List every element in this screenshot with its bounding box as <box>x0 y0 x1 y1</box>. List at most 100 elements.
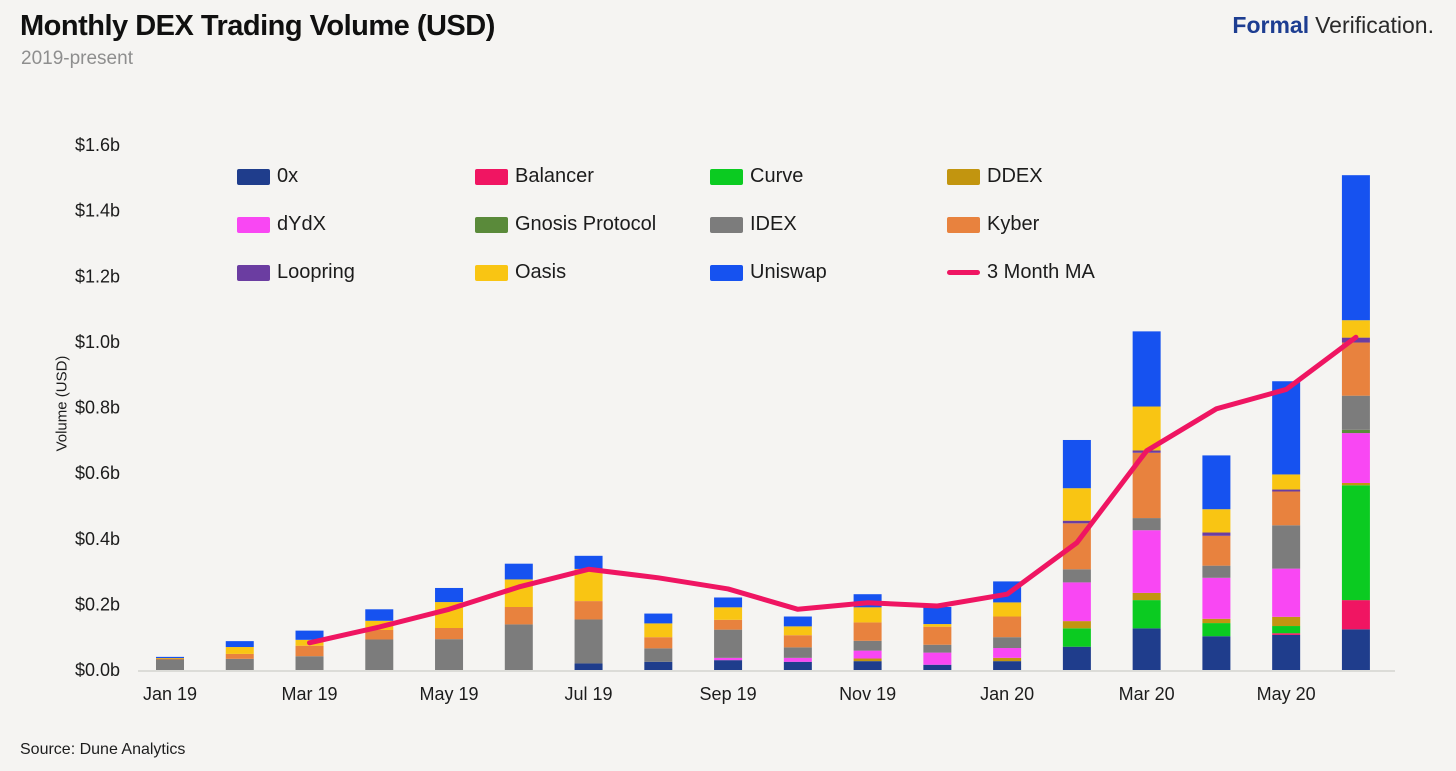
bar-segment-gnosis-protocol <box>1341 429 1370 434</box>
y-tick-label: $0.8b <box>75 398 120 418</box>
bar-segment-uniswap <box>365 609 394 621</box>
bar-segment-loopring <box>1062 520 1091 524</box>
bar-segment-oasis <box>714 607 743 620</box>
bar-segment-0x <box>714 660 743 670</box>
bar-segment-curve <box>1132 600 1161 629</box>
bar-segment-oasis <box>1341 320 1370 338</box>
bar-segment-oasis <box>1202 509 1231 533</box>
y-tick-label: $1.2b <box>75 266 120 286</box>
x-tick-label: Sep 19 <box>700 684 757 704</box>
bar-segment-idex <box>1341 395 1370 430</box>
bar-segment-idex <box>644 648 673 662</box>
bar-segment-dydx <box>714 657 743 661</box>
bar-segment-dydx <box>1062 582 1091 622</box>
bar-segment-ddex <box>1272 616 1301 627</box>
bar-segment-kyber <box>504 607 533 625</box>
bar-segment-oasis <box>783 626 812 636</box>
bar-segment-0x <box>1272 634 1301 670</box>
bar-segment-curve <box>1341 485 1370 601</box>
bar-segment-uniswap <box>574 555 603 569</box>
bar-segment-uniswap <box>923 607 952 625</box>
bar-segment-idex <box>783 647 812 658</box>
bar-segment-idex <box>365 639 394 670</box>
bar-segment-kyber <box>714 619 743 630</box>
bar-segment-loopring <box>1202 532 1231 536</box>
brand-logo: Formal Verification. <box>1232 12 1434 39</box>
bar-segment-0x <box>1202 636 1231 670</box>
bar-segment-idex <box>853 640 882 651</box>
bar-segment-ddex <box>1341 482 1370 486</box>
bar-segment-idex <box>1062 569 1091 583</box>
bar-segment-curve <box>1062 628 1091 647</box>
bar-segment-idex <box>295 656 324 670</box>
bar-segment-idex <box>1132 518 1161 531</box>
bar-segment-dydx <box>923 652 952 665</box>
bar-segment-kyber <box>1272 491 1301 526</box>
bar-segment-oasis <box>923 624 952 627</box>
bar-segment-idex <box>714 629 743 658</box>
bar-segment-idex <box>993 637 1022 649</box>
bar-segment-ddex <box>853 658 882 662</box>
bar-segment-0x <box>923 664 952 670</box>
bar-segment-curve <box>1202 623 1231 637</box>
bar-segment-ddex <box>1062 621 1091 629</box>
bar-segment-oasis <box>1272 474 1301 490</box>
y-tick-label: $0.0b <box>75 660 120 680</box>
x-tick-label: Mar 20 <box>1119 684 1175 704</box>
y-tick-label: $0.2b <box>75 594 120 614</box>
bar-segment-0x <box>993 661 1022 670</box>
y-axis-title: Volume (USD) <box>53 355 71 452</box>
y-tick-label: $1.0b <box>75 332 120 352</box>
bar-segment-kyber <box>156 658 184 660</box>
bar-segment-0x <box>574 663 603 670</box>
bar-segment-0x <box>853 661 882 670</box>
bar-segment-dydx <box>1132 530 1161 593</box>
bar-segment-dydx <box>1272 568 1301 617</box>
bar-segment-oasis <box>225 647 254 654</box>
bar-segment-0x <box>1341 629 1370 670</box>
bar-segment-uniswap <box>295 630 324 640</box>
bar-segment-dydx <box>783 657 812 662</box>
bar-segment-uniswap <box>1132 331 1161 407</box>
bar-segment-kyber <box>1202 535 1231 566</box>
x-tick-label: Mar 19 <box>282 684 338 704</box>
source-note: Source: Dune Analytics <box>20 741 186 758</box>
x-tick-label: Jan 20 <box>980 684 1034 704</box>
bar-segment-uniswap <box>644 613 673 624</box>
bar-segment-idex <box>156 658 184 670</box>
x-tick-label: Jul 19 <box>565 684 613 704</box>
page-subtitle: 2019-present <box>21 48 133 69</box>
bar-segment-ddex <box>1132 592 1161 601</box>
brand-name-regular: Verification. <box>1315 12 1434 38</box>
bar-segment-uniswap <box>504 563 533 580</box>
bar-segment-oasis <box>156 657 184 659</box>
bar-segment-uniswap <box>783 616 812 627</box>
bar-segment-0x <box>1062 646 1091 670</box>
bar-segment-ddex <box>1202 618 1231 624</box>
bar-segment-loopring <box>1272 489 1301 492</box>
bar-segment-kyber <box>365 629 394 640</box>
bar-segment-balancer <box>1341 600 1370 630</box>
bar-segment-idex <box>435 639 464 670</box>
bar-segment-uniswap <box>714 597 743 608</box>
bar-segment-kyber <box>435 628 464 640</box>
x-tick-label: Jan 19 <box>143 684 197 704</box>
bar-segment-uniswap <box>1062 439 1091 489</box>
bar-segment-idex <box>1202 565 1231 578</box>
bar-segment-kyber <box>225 653 254 659</box>
bar-segment-0x <box>1132 628 1161 670</box>
bar-segment-dydx <box>1341 433 1370 483</box>
bar-segment-kyber <box>295 645 324 657</box>
page-title: Monthly DEX Trading Volume (USD) <box>20 10 495 42</box>
bar-segment-0x <box>783 661 812 670</box>
bar-segment-0x <box>644 661 673 670</box>
bar-segment-idex <box>1272 525 1301 569</box>
x-tick-label: May 19 <box>420 684 479 704</box>
bar-segment-oasis <box>993 602 1022 617</box>
bar-segment-kyber <box>1341 342 1370 396</box>
bar-segment-dydx <box>993 648 1022 658</box>
bar-segment-kyber <box>923 626 952 645</box>
bar-segment-oasis <box>574 568 603 602</box>
